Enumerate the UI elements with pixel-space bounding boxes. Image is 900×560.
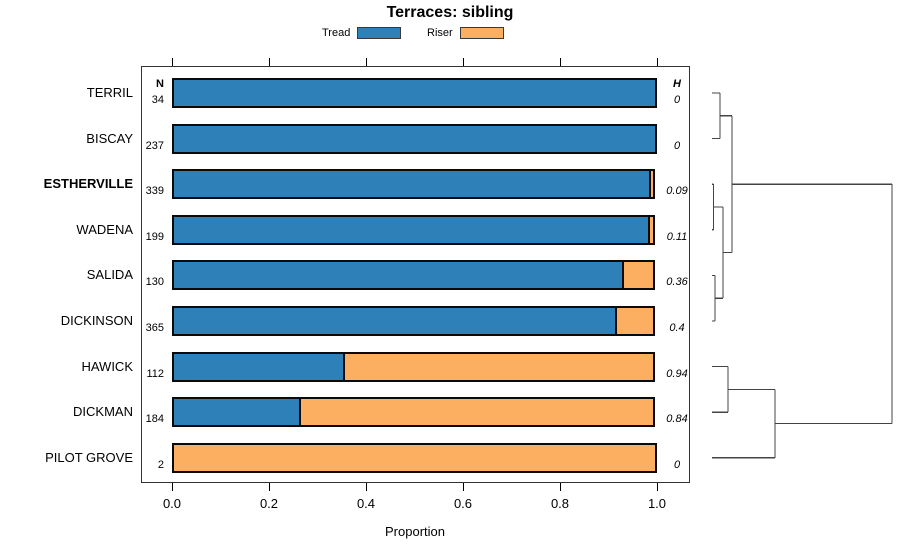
bar-segment-tread (172, 306, 618, 336)
tick-bottom (560, 483, 561, 491)
category-label-hawick: HAWICK (81, 358, 133, 374)
category-label-estherville: ESTHERVILLE (43, 176, 133, 192)
bar-segment-tread (172, 78, 657, 108)
legend-item-riser: Riser (427, 26, 504, 40)
bar-segment-riser (621, 260, 655, 291)
h-value: 0.09 (666, 185, 688, 198)
plot-area-border (141, 66, 690, 483)
stacked-bar-dickman (172, 397, 657, 428)
n-value: 199 (145, 230, 164, 243)
x-tick-label: 0.6 (453, 496, 473, 511)
tick-top (463, 58, 464, 66)
bar-segment-tread (172, 351, 346, 382)
category-label-biscay: BISCAY (86, 130, 133, 146)
bar-segment-tread (172, 214, 650, 245)
tick-top (560, 58, 561, 66)
x-tick-label: 0.0 (162, 496, 182, 511)
bar-segment-tread (172, 397, 301, 428)
legend-swatch-tread (357, 27, 402, 39)
n-value: 130 (145, 276, 164, 289)
x-tick-label: 0.8 (550, 496, 570, 511)
legend-label-tread: Tread (322, 27, 351, 39)
n-value: 237 (145, 139, 164, 152)
tick-bottom (463, 483, 464, 491)
n-value: 34 (151, 94, 164, 106)
legend-item-tread: Tread (322, 26, 402, 40)
h-value: 0.94 (666, 367, 688, 380)
tick-bottom (366, 483, 367, 491)
bar-segment-riser (299, 397, 655, 428)
stacked-bar-hawick (172, 351, 657, 382)
stacked-bar-biscay (172, 123, 657, 154)
bar-segment-riser (647, 214, 655, 245)
stacked-bar-wadena (172, 214, 657, 245)
legend-label-riser: Riser (427, 27, 453, 39)
n-value: 184 (145, 413, 164, 426)
stacked-bar-pilot-grove (172, 442, 657, 473)
n-value: 339 (145, 185, 164, 198)
x-tick-label: 0.4 (356, 496, 376, 511)
category-label-salida: SALIDA (86, 267, 133, 283)
category-label-wadena: WADENA (76, 221, 133, 237)
bar-segment-riser (343, 351, 655, 382)
tick-top (172, 58, 173, 66)
bar-segment-riser (649, 169, 655, 200)
tick-bottom (269, 483, 270, 491)
n-column-header: N (156, 78, 164, 90)
tick-bottom (172, 483, 173, 491)
h-value: 0.84 (666, 413, 688, 426)
h-value: 0.36 (666, 276, 688, 289)
stacked-bar-terril (172, 78, 657, 108)
x-tick-label: 1.0 (647, 496, 667, 511)
category-label-dickinson: DICKINSON (60, 313, 133, 328)
n-value: 112 (146, 367, 164, 380)
h-value: 0.4 (669, 322, 685, 334)
bar-segment-tread (172, 169, 652, 200)
stacked-bar-dickinson (172, 306, 657, 336)
n-value: 365 (145, 322, 164, 334)
tick-top (657, 58, 658, 66)
h-value: 0 (673, 94, 681, 106)
legend-swatch-riser (459, 27, 504, 39)
bar-segment-tread (172, 123, 657, 154)
tick-top (366, 58, 367, 66)
stacked-bar-estherville (172, 169, 657, 200)
stacked-bar-salida (172, 260, 657, 291)
h-value: 0 (673, 458, 681, 471)
bar-segment-riser (172, 442, 657, 473)
n-value: 2 (157, 458, 164, 471)
bar-segment-riser (615, 306, 655, 336)
h-value: 0.11 (666, 230, 688, 243)
category-label-dickman: DICKMAN (73, 404, 133, 420)
x-axis-title: Proportion (385, 524, 445, 539)
h-column-header: H (673, 78, 681, 90)
bar-segment-tread (172, 260, 624, 291)
category-label-terril: TERRIL (86, 85, 133, 100)
category-label-pilot-grove: PILOT GROVE (45, 449, 133, 465)
tick-bottom (657, 483, 658, 491)
h-value: 0 (673, 139, 681, 152)
tick-top (269, 58, 270, 66)
chart-title: Terraces: sibling (386, 4, 514, 21)
x-tick-label: 0.2 (259, 496, 279, 511)
